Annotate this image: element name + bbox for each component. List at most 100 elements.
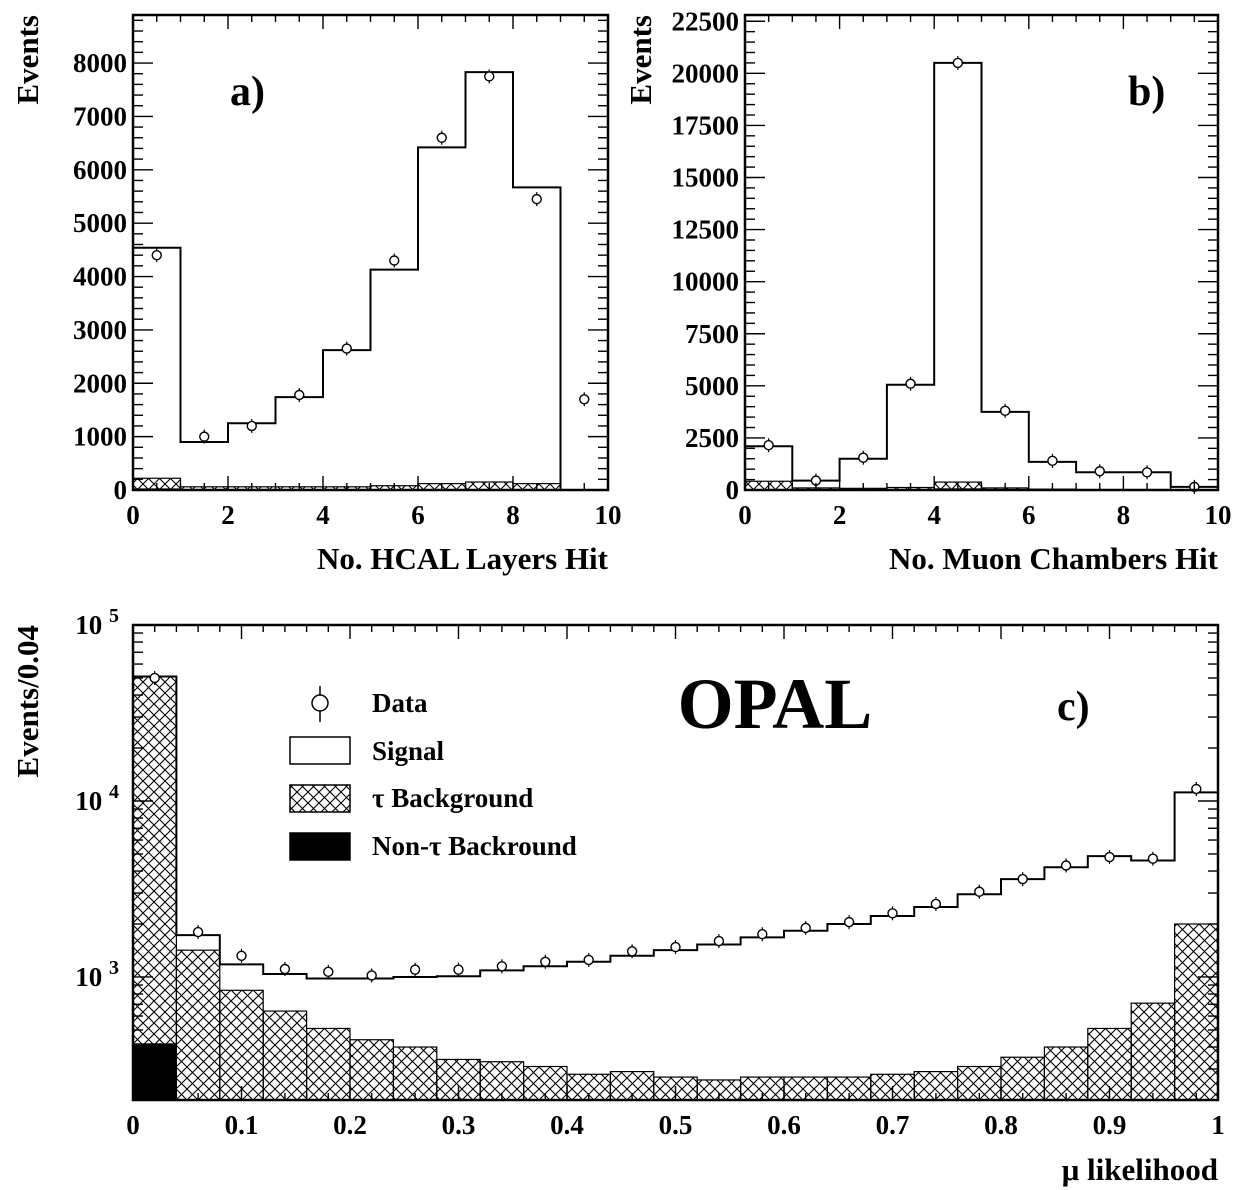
legend-label-data: Data [372,688,428,718]
data-point [531,192,542,207]
legend-item-signal: Signal [289,736,445,766]
data-point [887,906,898,921]
data-point [1094,464,1105,479]
data-point [540,954,551,969]
y-tick-label: 7000 [73,101,127,131]
y-tick-label: 20000 [672,58,740,88]
solid-swatch-icon [289,832,351,861]
data-point [905,376,916,391]
data-point [999,403,1011,418]
y-tick-label: 15000 [672,163,740,193]
y-axis-label-a: Events [10,15,45,105]
tau-background-bar [219,989,264,1101]
y-tick-label: 10000 [672,267,740,297]
data-point [149,670,160,685]
data-point [843,915,855,930]
data-point [670,940,681,955]
data-point [484,69,495,84]
legend-item-non-tau-background: Non-τ Backround [289,831,577,861]
data-point [579,392,590,407]
legend-item-data: Data [311,686,428,722]
y-tick-label: 0 [114,475,128,505]
tau-background-bar [1173,923,1219,1101]
data-point [389,253,400,268]
data-point [757,927,768,942]
signal-histogram-line [744,61,1219,490]
y-axis-label-b: Events [623,15,658,105]
data-point [583,952,594,967]
x-tick-label: 4 [316,500,330,530]
data-point [436,130,447,145]
data-point [199,429,210,444]
data-point [1017,872,1028,887]
panel-label-a: a) [230,69,265,115]
data-point [366,968,377,983]
data-point [192,925,204,940]
x-tick-label: 0.5 [659,1110,693,1140]
y-tick-label: 2000 [73,368,127,398]
x-tick-label: 10 [1205,500,1232,530]
panel-label-c: c) [1057,684,1090,730]
data-point [341,341,352,356]
chart-panel-b: 0 2 4 6 8 10 0 2500 5000 7500 10000 12500 15000 17500… [623,6,1232,576]
data-point [1147,851,1159,866]
x-axis-label-b: No. Muon Chambers Hit [889,541,1219,576]
y-tick-label: 2500 [685,423,739,453]
data-point [246,418,257,433]
data-point [294,388,305,402]
data-point [236,948,247,963]
y-tick-label: 5000 [73,208,127,238]
y-axis-label-c: Events/0.04 [10,625,45,777]
x-tick-label: 0.1 [225,1110,259,1140]
signal-swatch-icon [289,736,351,765]
y-tick-label: 8000 [73,48,127,78]
y-tick-label: 12500 [672,215,740,245]
y-tick-label: 5000 [685,371,739,401]
legend: Data Signal τ Background Non-τ Backround [289,686,577,861]
legend-label-tau-background: τ Background [372,783,533,813]
x-tick-label: 6 [411,500,425,530]
data-point [453,962,464,977]
x-tick-label: 0.9 [1093,1110,1127,1140]
x-tick-label: 6 [1022,500,1036,530]
data-point [858,450,869,465]
x-tick-label: 0.8 [984,1110,1018,1140]
data-point [1047,453,1058,468]
y-tick-label: 10 4 [75,781,119,816]
data-point [626,944,638,959]
tau-background-bar [349,1039,395,1101]
x-tick-label: 4 [927,500,941,530]
data-point [151,248,162,263]
x-tick-label: 0.7 [876,1110,910,1140]
data-point [930,896,942,911]
data-point [1060,858,1072,873]
y-tick-label: 1000 [73,422,127,452]
legend-item-tau-background: τ Background [289,783,533,813]
data-point [800,920,811,935]
x-tick-label: 8 [1117,500,1131,530]
y-tick-label: 6000 [73,155,127,185]
data-point [974,884,985,899]
opal-logo-text: OPAL [678,664,873,744]
hatch-swatch-icon [289,784,351,813]
tau-background-bar [392,1046,438,1101]
x-tick-label: 2 [221,500,235,530]
tau-background-bar [175,949,221,1101]
y-tick-label: 22500 [672,6,740,36]
x-tick-label: 0 [126,500,140,530]
data-point [1141,465,1153,480]
tau-background-bar [262,1010,308,1101]
x-tick-label: 0.2 [333,1110,367,1140]
x-tick-label: 0 [126,1110,140,1140]
x-tick-label: 0.4 [550,1110,584,1140]
y-tick-label: 4000 [73,262,127,292]
x-tick-label: 10 [595,500,622,530]
chart-panel-a: 0 2 4 6 8 10 0 1000 2000 3000 4000 5000 6000 7000 8000… [10,13,622,576]
signal-histogram-line [132,675,1219,1100]
y-tick-label: 10 3 [75,957,119,992]
data-point [713,934,725,949]
data-point [409,962,421,977]
data-point [1104,850,1115,865]
tau-background-bar [132,675,178,1101]
